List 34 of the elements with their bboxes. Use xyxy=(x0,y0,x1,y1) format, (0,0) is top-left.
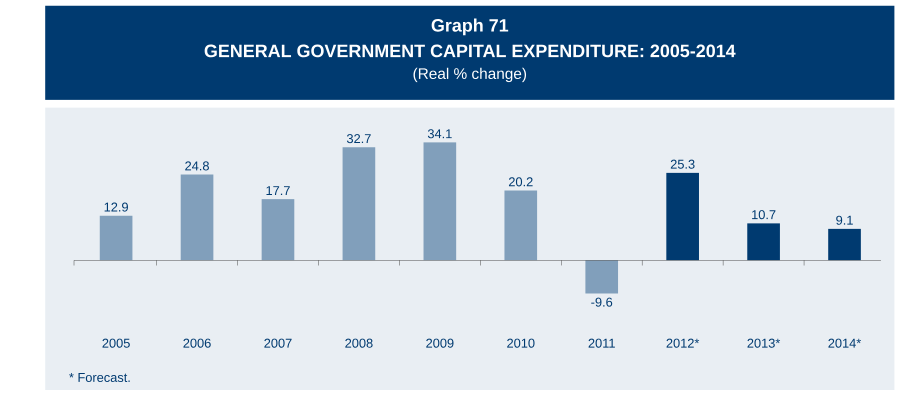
data-label: 12.9 xyxy=(104,202,128,212)
data-label: 25.3 xyxy=(670,160,695,169)
x-tick-label: 2013* xyxy=(747,338,780,348)
bar xyxy=(180,174,214,260)
bar xyxy=(828,228,861,260)
bar xyxy=(747,223,780,260)
data-label: 34.1 xyxy=(428,129,452,138)
data-label: 10.7 xyxy=(752,210,776,220)
x-tick-label: 2008 xyxy=(345,338,373,348)
data-label: 9.1 xyxy=(836,216,853,225)
bar xyxy=(262,199,294,260)
data-label: -9.6 xyxy=(591,298,612,307)
x-tick-label: 2009 xyxy=(426,338,454,348)
chart-subtitle: (Real % change) xyxy=(414,68,526,82)
bar xyxy=(100,216,132,260)
bar xyxy=(342,147,376,260)
bar xyxy=(585,260,618,294)
bar xyxy=(504,190,538,260)
x-tick-label: 2007 xyxy=(264,338,292,348)
caption: Graph 71 xyxy=(432,18,508,36)
chart-title: GENERAL GOVERNMENT CAPITAL EXPENDITURE: 2005-2014 xyxy=(204,44,736,58)
data-label: 20.2 xyxy=(508,177,533,186)
x-tick-label: 2012* xyxy=(666,338,700,348)
data-label: 32.7 xyxy=(346,134,371,144)
bar xyxy=(666,172,699,260)
text: * Forecast. xyxy=(69,373,130,382)
bar xyxy=(424,142,456,260)
data-label: 24.8 xyxy=(185,161,209,170)
data-label: 17.7 xyxy=(266,186,290,196)
x-tick-label: 2014* xyxy=(828,338,862,348)
x-tick-label: 2010 xyxy=(507,338,535,348)
x-tick-label: 2005 xyxy=(102,338,130,348)
x-tick-label: 2011 xyxy=(588,338,615,348)
x-tick-label: 2006 xyxy=(183,338,211,348)
